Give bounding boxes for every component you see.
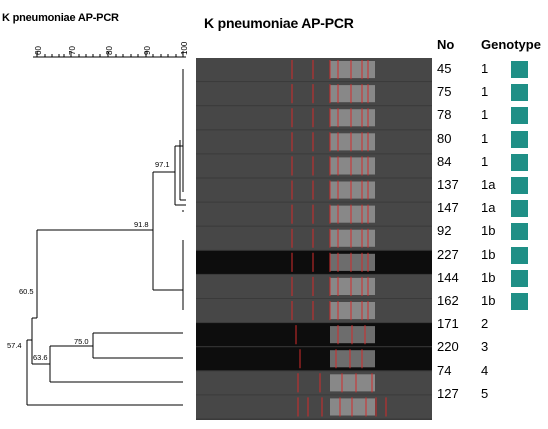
sample-number: 45 (437, 61, 452, 76)
gel-band-smear (330, 133, 375, 151)
gel-lane (196, 226, 432, 250)
gel-lane (196, 130, 432, 154)
genotype-swatch (511, 177, 528, 194)
sample-genotype: 3 (481, 339, 489, 355)
gel-band-smear (330, 61, 375, 79)
sample-number: 220 (437, 339, 459, 355)
gel-band-smear (330, 277, 375, 295)
gel-lane (196, 250, 432, 274)
genotype-swatch (511, 200, 528, 218)
sample-number: 74 (437, 362, 452, 378)
gel-lane (196, 58, 432, 82)
gel-band-smear (330, 157, 375, 175)
gel-lane (196, 82, 432, 106)
gel-title: K pneumoniae AP-PCR (204, 15, 354, 31)
gel-lane (196, 347, 432, 371)
gel-image (196, 58, 432, 420)
gel-lane (196, 395, 432, 419)
sample-number: 78 (437, 107, 452, 123)
node-label-57: 57.4 (7, 341, 22, 350)
gel-band-smear (330, 109, 375, 127)
sample-number: 144 (437, 269, 459, 285)
gel-band-smear (330, 229, 375, 247)
gel-lane (196, 106, 432, 130)
gel-lane (196, 154, 432, 178)
genotype-swatch (511, 293, 528, 310)
genotype-swatch (511, 269, 528, 287)
sample-genotype: 2 (481, 316, 489, 332)
node-label-75: 75.0 (74, 337, 89, 346)
gel-lane (196, 323, 432, 347)
genotype-swatch (511, 246, 528, 264)
gel-lane (196, 178, 432, 202)
sample-genotype: 5 (481, 385, 489, 401)
genotype-swatch (511, 223, 528, 241)
genotype-swatch (511, 84, 528, 102)
genotype-swatch (511, 107, 528, 125)
sample-number: 75 (437, 84, 452, 100)
gel-band-smear (330, 181, 375, 199)
column-header-genotype: Genotype (481, 37, 541, 52)
sample-number: 137 (437, 177, 459, 192)
gel-band-smear (330, 205, 375, 223)
gel-band-smear (330, 302, 375, 320)
genotype-swatch (511, 130, 528, 148)
sample-number: 227 (437, 246, 459, 262)
sample-genotype: 1 (481, 61, 489, 76)
dendrogram-title: K pneumoniae AP-PCR (2, 12, 119, 24)
sample-number: 127 (437, 385, 459, 401)
sample-number: 80 (437, 130, 452, 146)
genotype-swatch (511, 61, 528, 78)
sample-genotype: 1b (481, 269, 496, 285)
sample-genotype: 4 (481, 362, 489, 378)
genotype-swatch (511, 153, 528, 171)
gel-band-smear (330, 350, 375, 368)
gel-band-smear (330, 374, 375, 392)
node-label-63: 63.6 (33, 353, 48, 362)
sample-number: 171 (437, 316, 459, 332)
similarity-scale-axis (33, 51, 186, 58)
gel-lane (196, 202, 432, 226)
sample-genotype: 1b (481, 223, 496, 239)
node-label-97: 97.1 (155, 160, 170, 169)
gel-lane (196, 371, 432, 395)
column-header-no: No (437, 37, 455, 52)
sample-genotype: 1a (481, 200, 496, 216)
sample-genotype: 1b (481, 293, 496, 308)
gel-band-smear (330, 253, 375, 271)
gel-lane (196, 299, 432, 323)
dendrogram-tree (26, 69, 186, 406)
gel-lane (196, 274, 432, 298)
sample-genotype: 1 (481, 153, 489, 169)
node-label-60: 60.5 (19, 287, 34, 296)
sample-genotype: 1 (481, 107, 489, 123)
node-label-91: 91.8 (134, 220, 149, 229)
sample-number: 162 (437, 293, 459, 308)
sample-number: 147 (437, 200, 459, 216)
sample-number: 92 (437, 223, 452, 239)
sample-genotype: 1 (481, 84, 489, 100)
sample-genotype: 1 (481, 130, 489, 146)
sample-genotype: 1a (481, 177, 496, 192)
sample-genotype: 1b (481, 246, 496, 262)
sample-number: 84 (437, 153, 452, 169)
gel-band-smear (330, 85, 375, 103)
